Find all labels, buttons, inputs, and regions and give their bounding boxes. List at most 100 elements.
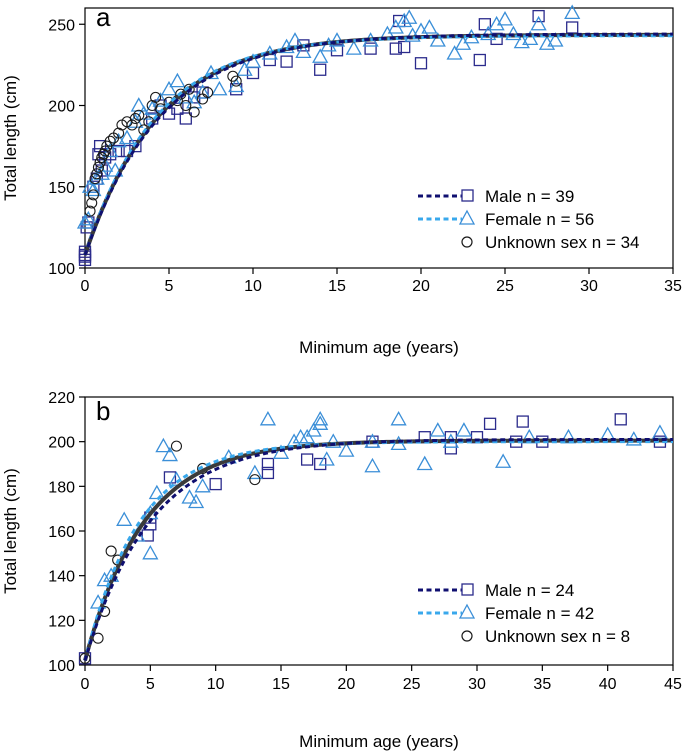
x-tick-label-a: 15 <box>328 278 346 295</box>
female-point-a <box>135 105 152 120</box>
female-point-a <box>530 15 547 31</box>
legend-marker-male-b <box>461 583 474 596</box>
panel-label-a: a <box>96 2 111 32</box>
y-tick-label-b: 220 <box>48 390 75 407</box>
female-point-a <box>211 80 228 96</box>
ticks-a: 0 5 10 15 20 25 30 35 100 150 200 250 <box>48 17 682 295</box>
female-point-b <box>155 437 172 453</box>
panel-b: b Minimum age (years) Total length (cm) … <box>1 390 682 751</box>
y-tick-label-b: 180 <box>48 479 75 496</box>
ticks-b: 0 5 10 15 20 25 30 35 40 45 100 120 140 160 180 200 220 <box>48 390 682 693</box>
female-point-b <box>194 478 211 493</box>
female-point-a <box>76 214 94 229</box>
x-tick-label-b: 5 <box>146 676 155 693</box>
female-point-a <box>97 157 114 172</box>
unknown-point-a <box>104 135 116 147</box>
female-point-a <box>345 40 362 55</box>
female-point-b <box>651 424 669 439</box>
female-point-a <box>404 27 421 42</box>
legend-label-unknown-b: Unknown sex n = 8 <box>485 627 630 646</box>
unknown-point-a <box>86 197 98 209</box>
male-point-b <box>261 466 275 480</box>
female-point-a <box>295 43 312 59</box>
male-point-a <box>129 139 142 153</box>
male-point-a <box>364 42 377 55</box>
x-axis-title-b: Minimum age (years) <box>299 732 459 751</box>
female-point-b <box>325 433 342 448</box>
female-point-a <box>429 32 446 47</box>
unknown-point-a <box>89 173 101 185</box>
female-point-a <box>396 12 413 28</box>
female-point-b <box>560 428 577 444</box>
unknown-point-a <box>175 88 187 100</box>
male-point-b <box>300 453 314 466</box>
y-tick-label-a: 250 <box>48 17 75 34</box>
male-point-b <box>614 413 627 426</box>
unknown-point-b <box>249 474 261 486</box>
male-point-b <box>444 442 458 455</box>
female-point-a <box>160 80 178 96</box>
y-tick-label-a: 200 <box>48 99 75 116</box>
female-point-a <box>107 162 124 177</box>
plot-frame-a <box>84 7 674 269</box>
female-point-b <box>161 446 179 462</box>
female-point-b <box>96 571 113 587</box>
x-tick-label-a: 35 <box>664 278 682 295</box>
female-point-b <box>416 455 433 471</box>
unknown-point-a <box>129 112 141 125</box>
legend-marker-male-a <box>461 189 474 202</box>
unknown-point-a <box>87 189 99 201</box>
unknown-point-a <box>188 106 200 118</box>
x-tick-label-b: 0 <box>81 676 90 693</box>
unknown-point-a <box>230 75 242 87</box>
female-point-b <box>187 493 205 509</box>
x-tick-label-b: 35 <box>533 676 551 693</box>
female-point-a <box>547 32 564 47</box>
female-point-b <box>116 511 133 526</box>
y-tick-label-a: 150 <box>48 180 75 197</box>
female-point-a <box>480 25 497 41</box>
x-tick-label-b: 25 <box>403 676 421 693</box>
female-point-a <box>401 9 418 24</box>
legend-label-male-b: Male n = 24 <box>485 581 574 600</box>
male-point-a <box>398 40 411 54</box>
legend-label-female-b: Female n = 42 <box>485 604 594 623</box>
unknown-point-a <box>84 205 96 217</box>
female-point-a <box>236 61 253 76</box>
male-point-a <box>414 57 428 70</box>
legend-label-male-a: Male n = 39 <box>485 187 574 206</box>
male-point-b <box>314 457 327 471</box>
x-tick-label-b: 20 <box>337 676 355 693</box>
female-point-b <box>259 411 277 426</box>
female-point-b <box>312 411 329 426</box>
male-point-a <box>179 112 192 125</box>
female-point-b <box>142 545 159 560</box>
panel-label-b: b <box>96 396 110 426</box>
unknown-point-a <box>126 119 138 131</box>
y-axis-title-b: Total length (cm) <box>1 468 20 594</box>
male-point-a <box>280 55 293 68</box>
female-point-a <box>93 165 110 180</box>
x-axis-title-a: Minimum age (years) <box>299 338 459 357</box>
female-point-a <box>421 19 438 34</box>
y-tick-label-b: 140 <box>48 569 75 586</box>
x-tick-label-a: 10 <box>244 278 262 295</box>
legend-marker-unknown-b <box>461 630 473 642</box>
unknown-point-a <box>180 99 192 112</box>
female-point-b <box>455 422 473 437</box>
female-point-a <box>496 11 514 26</box>
y-tick-label-b: 120 <box>48 613 75 630</box>
male-point-a <box>314 63 327 76</box>
x-tick-label-b: 15 <box>272 676 290 693</box>
male-point-a <box>112 144 125 158</box>
female-point-b <box>181 489 198 504</box>
plot-frame-b <box>84 396 674 666</box>
female-point-b <box>272 444 290 459</box>
x-tick-label-a: 20 <box>412 278 430 295</box>
legend-marker-unknown-a <box>461 236 473 248</box>
male-point-a <box>389 42 402 55</box>
x-tick-label-b: 40 <box>599 676 617 693</box>
x-tick-label-b: 45 <box>664 676 682 693</box>
legend-label-unknown-a: Unknown sex n = 34 <box>485 233 640 252</box>
female-point-a <box>118 129 136 145</box>
